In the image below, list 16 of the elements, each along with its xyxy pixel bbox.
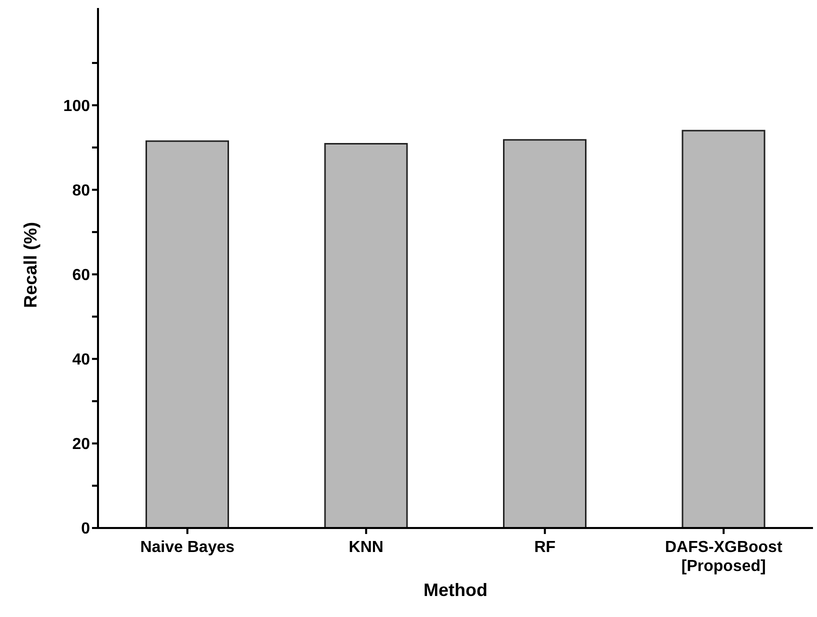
x-tick-label: DAFS-XGBoost [Proposed] <box>664 539 783 575</box>
y-tick-label: 80 <box>72 182 90 200</box>
y-tick-label: 40 <box>72 352 90 369</box>
x-tick-label: RF <box>534 539 556 556</box>
y-tick-label: 100 <box>63 98 90 115</box>
bar <box>682 130 766 528</box>
y-tick-label: 60 <box>72 267 90 284</box>
bar <box>503 139 587 528</box>
y-tick-label: 0 <box>81 520 90 538</box>
x-tick-label: KNN <box>348 539 384 556</box>
x-axis-title: Method <box>424 580 488 600</box>
bar <box>324 142 408 528</box>
bar <box>146 140 230 528</box>
x-tick-label: Naive Bayes <box>140 539 235 556</box>
y-tick-label: 20 <box>72 436 90 454</box>
y-axis-title: Recall (%) <box>20 222 40 308</box>
